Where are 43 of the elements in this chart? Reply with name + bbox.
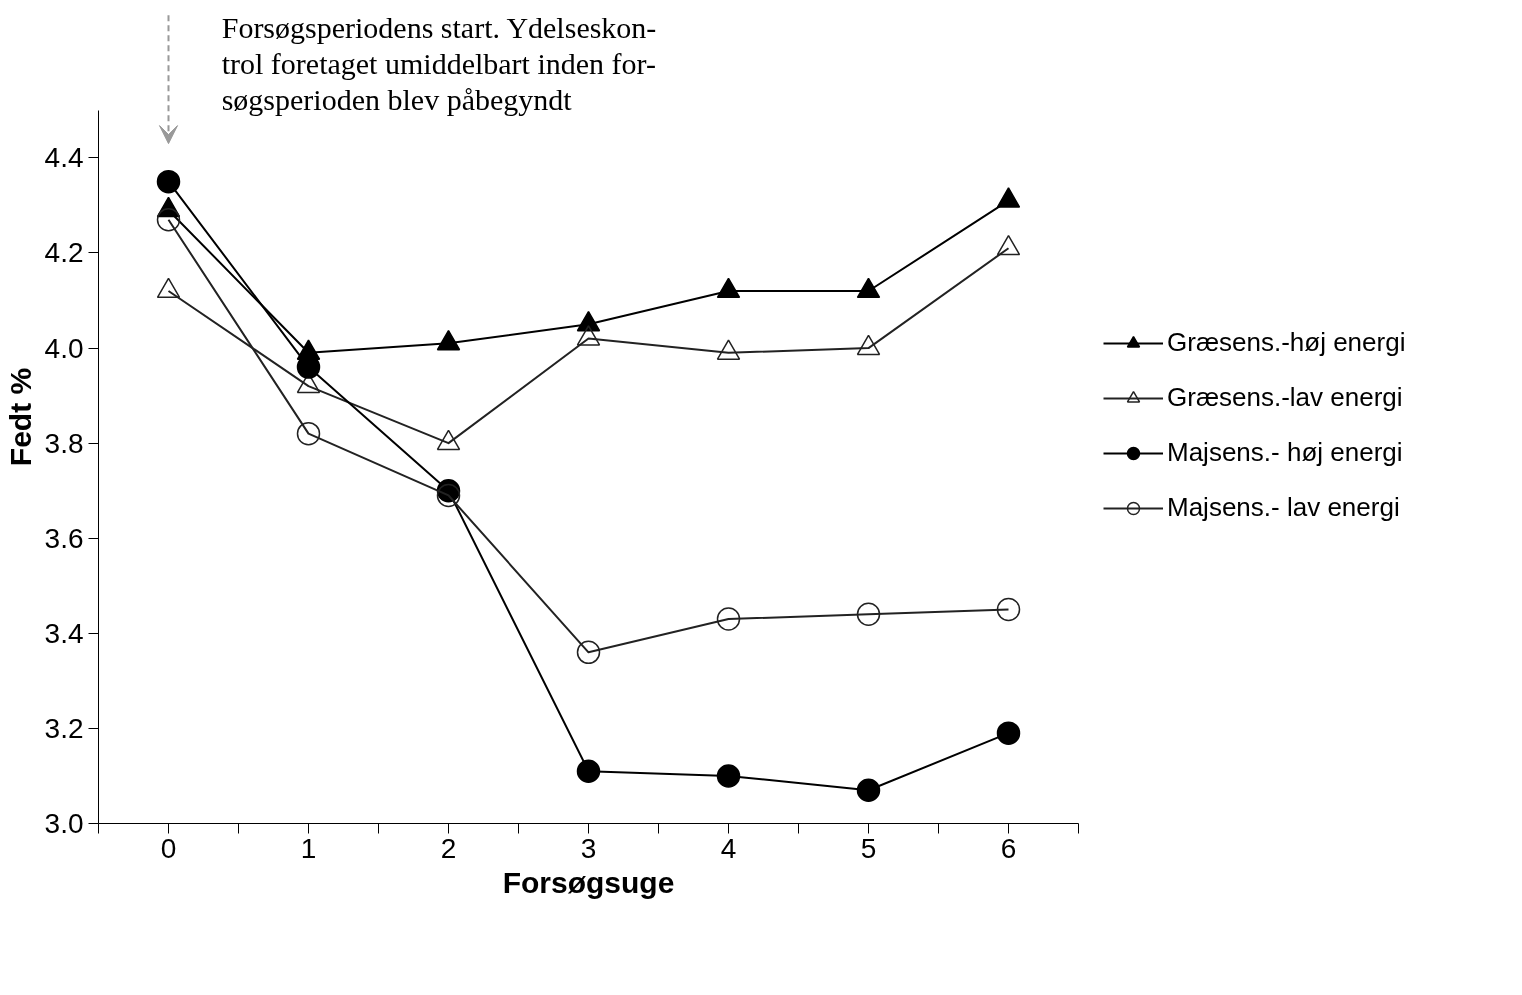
annotation: Forsøgsperiodens start. Ydelseskon- trol foretaget umiddelbart inden for- søgsperioden blev påbegyndt bbox=[221, 10, 657, 117]
y-tick-label: 4.2 bbox=[44, 237, 84, 269]
point bbox=[716, 607, 741, 631]
point bbox=[576, 325, 601, 346]
x-tick-label: 5 bbox=[860, 832, 877, 864]
legend-label: Græsens.-lav energi bbox=[1167, 382, 1403, 413]
legend-label: Majsens.- høj energi bbox=[1167, 437, 1403, 468]
point bbox=[716, 339, 741, 360]
point bbox=[716, 277, 741, 299]
x-tick-label: 6 bbox=[1000, 832, 1017, 864]
point bbox=[436, 329, 461, 351]
point bbox=[856, 277, 881, 299]
x-tick-label: 0 bbox=[160, 832, 177, 864]
y-axis-title: Fedt % bbox=[3, 367, 37, 467]
point bbox=[856, 334, 881, 356]
point bbox=[856, 602, 881, 627]
point bbox=[996, 597, 1021, 622]
point bbox=[576, 759, 601, 783]
legend-label: Græsens.-høj energi bbox=[1167, 327, 1406, 358]
point bbox=[576, 310, 601, 332]
point bbox=[996, 234, 1021, 256]
x-tick-label: 3 bbox=[580, 832, 597, 864]
y-tick-label: 3.2 bbox=[44, 712, 84, 744]
x-tick-label: 1 bbox=[300, 832, 317, 864]
point bbox=[436, 483, 461, 508]
x-tick-label: 4 bbox=[720, 832, 737, 864]
x-tick-label: 2 bbox=[440, 832, 457, 864]
point bbox=[576, 640, 601, 665]
point bbox=[996, 187, 1021, 208]
y-tick-label: 3.6 bbox=[44, 522, 84, 554]
point bbox=[436, 429, 461, 451]
y-tick-label: 4.4 bbox=[44, 142, 84, 174]
point bbox=[856, 778, 881, 802]
y-tick-label: 3.8 bbox=[44, 427, 84, 459]
y-tick-label: 3.0 bbox=[44, 808, 84, 839]
point bbox=[156, 277, 181, 299]
y-tick-label: 3.4 bbox=[44, 617, 84, 649]
legend-label: Majsens.- lav energi bbox=[1167, 492, 1400, 523]
point bbox=[296, 421, 321, 446]
x-axis-title: Forsøgsuge bbox=[502, 865, 675, 899]
point bbox=[996, 721, 1021, 745]
point bbox=[716, 764, 741, 788]
y-tick-label: 4.0 bbox=[44, 332, 84, 364]
